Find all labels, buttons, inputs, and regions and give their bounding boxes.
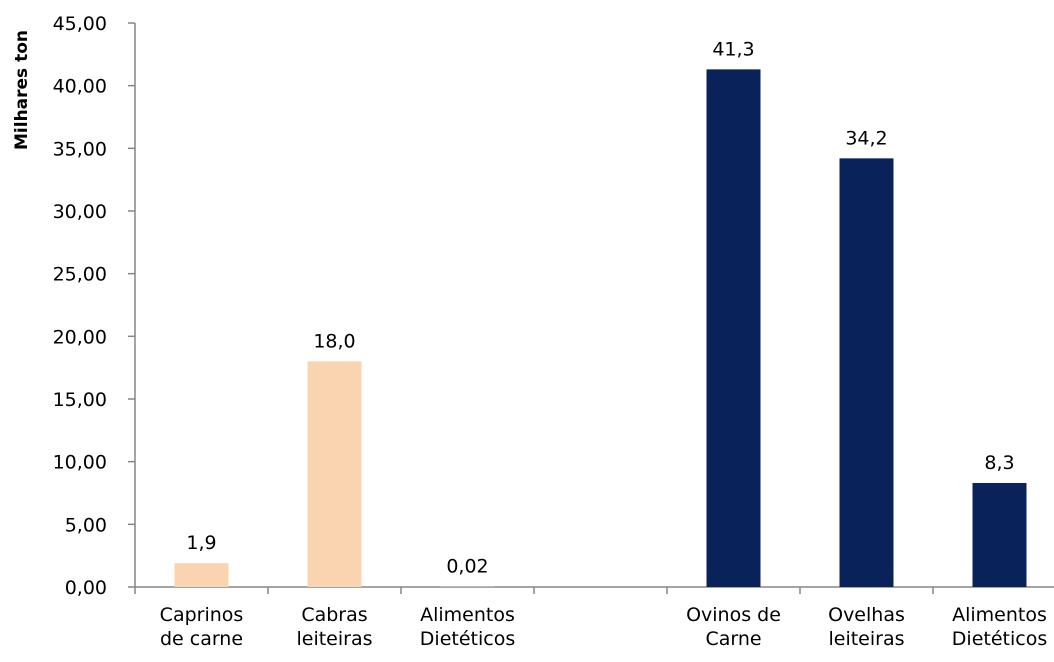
x-category-label: Alimentos	[952, 604, 1047, 626]
y-tick-label: 30,00	[53, 201, 107, 223]
y-axis: 0,00 5,00 10,00 15,00 20,00 25,00 30,00 35,00 40…	[53, 13, 136, 599]
y-tick-label: 0,00	[65, 577, 107, 599]
y-tick-label: 15,00	[53, 389, 107, 411]
bar	[307, 361, 362, 587]
y-tick-label: 5,00	[65, 514, 107, 536]
bar	[972, 482, 1027, 587]
data-label: 0,02	[446, 556, 488, 578]
y-axis-title: Milhares ton	[12, 30, 32, 150]
bar	[174, 563, 229, 587]
bars	[174, 69, 1027, 588]
y-tick-label: 40,00	[53, 76, 107, 98]
data-labels: 1,9 18,0 0,02 41,3 34,2 8,3	[186, 38, 1014, 577]
y-tick-label: 45,00	[53, 13, 107, 35]
x-category-label: de carne	[160, 628, 243, 650]
x-category-label: Ovelhas	[828, 604, 905, 626]
x-category-label: Cabras	[301, 604, 367, 626]
x-category-label: Alimentos	[420, 604, 515, 626]
x-category-label: leiteiras	[296, 628, 372, 650]
data-label: 41,3	[712, 38, 754, 60]
x-category-label: Dietéticos	[420, 628, 515, 650]
x-category-label: Dietéticos	[952, 628, 1047, 650]
x-category-label: leiteiras	[828, 628, 904, 650]
data-label: 1,9	[186, 532, 216, 554]
x-category-label: Carne	[705, 628, 761, 650]
y-tick-label: 20,00	[53, 326, 107, 348]
bar	[839, 158, 894, 588]
y-tick-label: 25,00	[53, 264, 107, 286]
y-tick-label: 35,00	[53, 138, 107, 160]
bar	[706, 69, 761, 587]
x-category-label: Ovinos de	[686, 604, 781, 626]
y-tick-label: 10,00	[53, 452, 107, 474]
data-label: 18,0	[313, 330, 355, 352]
data-label: 34,2	[845, 127, 887, 149]
data-label: 8,3	[984, 452, 1014, 474]
x-category-label: Caprinos	[160, 604, 244, 626]
